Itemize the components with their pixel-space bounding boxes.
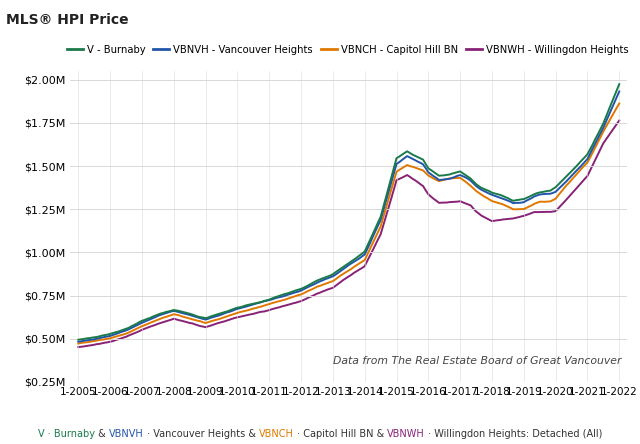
- VBNCH - Capitol Hill BN: [371, 235, 379, 240]
- Text: · Vancouver Heights &: · Vancouver Heights &: [143, 428, 259, 439]
- VBNCH - Capitol Hill BN: [403, 163, 411, 168]
- Text: &: &: [95, 428, 109, 439]
- VBNVH - Vancouver Heights: [616, 89, 623, 94]
- VBNCH - Capitol Hill BN: [568, 177, 575, 182]
- VBNWH - Willingdon Heights: [371, 242, 379, 247]
- V - Burnaby: [403, 149, 411, 154]
- VBNWH - Willingdon Heights: [143, 325, 151, 330]
- VBNCH - Capitol Hill BN: [143, 321, 151, 327]
- V - Burnaby: [568, 169, 575, 174]
- VBNWH - Willingdon Heights: [414, 179, 422, 185]
- VBNVH - Vancouver Heights: [568, 173, 575, 178]
- V - Burnaby: [414, 155, 422, 160]
- VBNWH - Willingdon Heights: [616, 118, 623, 123]
- VBNVH - Vancouver Heights: [371, 229, 379, 234]
- VBNVH - Vancouver Heights: [74, 339, 82, 345]
- Line: VBNWH - Willingdon Heights: VBNWH - Willingdon Heights: [78, 120, 620, 347]
- VBNWH - Willingdon Heights: [74, 345, 82, 350]
- V - Burnaby: [440, 173, 448, 178]
- Legend: V - Burnaby, VBNVH - Vancouver Heights, VBNCH - Capitol Hill BN, VBNWH - Willing: V - Burnaby, VBNVH - Vancouver Heights, …: [63, 40, 632, 59]
- Line: VBNVH - Vancouver Heights: VBNVH - Vancouver Heights: [78, 91, 620, 342]
- VBNVH - Vancouver Heights: [414, 159, 422, 164]
- Line: V - Burnaby: V - Burnaby: [78, 84, 620, 340]
- Line: VBNCH - Capitol Hill BN: VBNCH - Capitol Hill BN: [78, 103, 620, 344]
- Text: VBNVH: VBNVH: [109, 428, 143, 439]
- VBNCH - Capitol Hill BN: [440, 177, 448, 182]
- Text: · Capitol Hill BN &: · Capitol Hill BN &: [294, 428, 387, 439]
- Text: Data from The Real Estate Board of Great Vancouver: Data from The Real Estate Board of Great…: [333, 356, 621, 366]
- Text: VBNCH: VBNCH: [259, 428, 294, 439]
- VBNWH - Willingdon Heights: [440, 200, 448, 205]
- VBNVH - Vancouver Heights: [143, 318, 151, 323]
- V - Burnaby: [74, 337, 82, 342]
- Text: V · Burnaby: V · Burnaby: [38, 428, 95, 439]
- VBNWH - Willingdon Heights: [568, 191, 575, 196]
- V - Burnaby: [143, 316, 151, 321]
- VBNCH - Capitol Hill BN: [74, 341, 82, 346]
- V - Burnaby: [371, 226, 379, 231]
- VBNWH - Willingdon Heights: [403, 172, 411, 178]
- VBNVH - Vancouver Heights: [440, 177, 448, 182]
- Text: MLS® HPI Price: MLS® HPI Price: [6, 13, 129, 28]
- VBNVH - Vancouver Heights: [403, 154, 411, 159]
- VBNCH - Capitol Hill BN: [616, 101, 623, 106]
- Text: VBNWH: VBNWH: [387, 428, 425, 439]
- Text: · Willingdon Heights: Detached (All): · Willingdon Heights: Detached (All): [425, 428, 602, 439]
- V - Burnaby: [616, 82, 623, 87]
- VBNCH - Capitol Hill BN: [414, 166, 422, 171]
